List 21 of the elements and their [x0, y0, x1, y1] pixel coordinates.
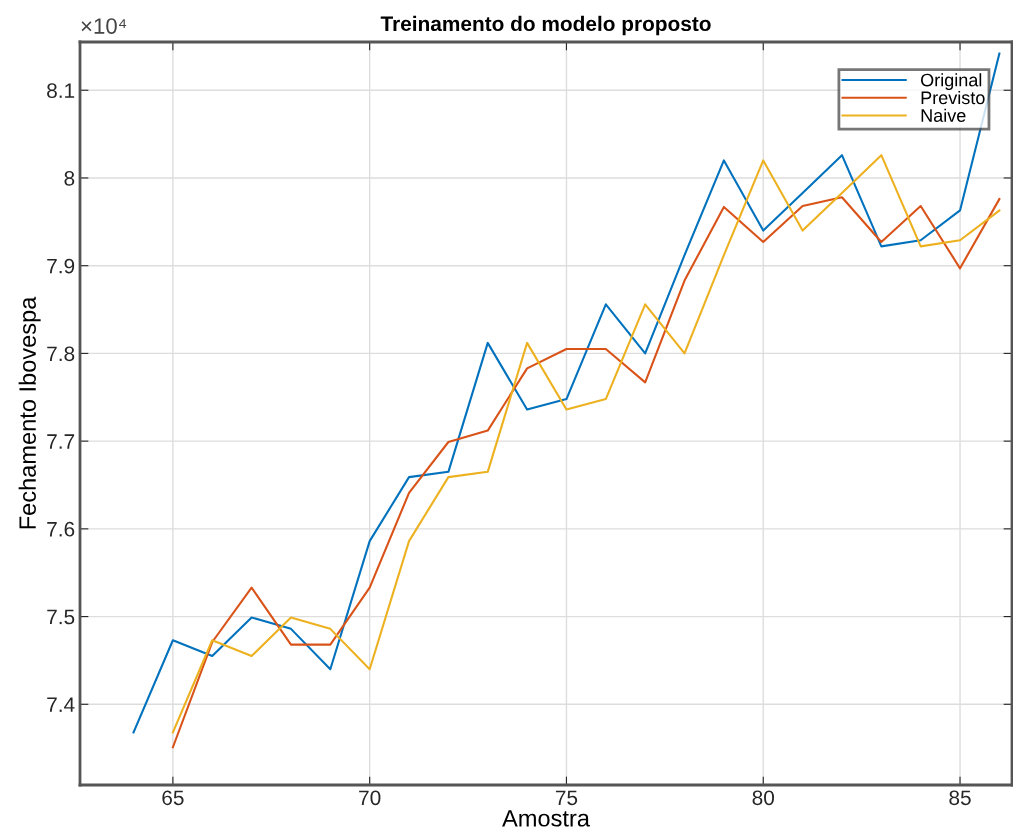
y-tick-label: 8: [64, 170, 75, 186]
y-tick-label: 7.4: [47, 697, 75, 712]
y-tick-label: 7.7: [47, 434, 75, 449]
text: ×10⁴: [81, 18, 127, 34]
x-tick-label: 80: [752, 790, 775, 806]
y-tick-label: 7.6: [47, 521, 75, 537]
x-tick-label: 70: [359, 790, 381, 806]
y-tick-label: 8.1: [47, 83, 75, 98]
line-series: [132, 52, 1001, 734]
y-tick-label: 7.8: [47, 346, 75, 362]
x-tick-label: 85: [949, 790, 971, 806]
x-axis-title: Amostra: [502, 810, 590, 827]
chart-title: Treinamento do modelo proposto: [380, 15, 711, 36]
y-tick-label: 7.5: [47, 609, 75, 625]
legend-label: Original: [921, 73, 982, 91]
x-tick-label: 75: [555, 790, 578, 806]
legend-label: Previsto: [921, 90, 985, 105]
x-tick-label: 65: [162, 790, 184, 806]
y-axis-title: Fechamento Ibovespa: [18, 296, 41, 529]
y-tick-label: 7.9: [47, 258, 75, 274]
legend-label: Naive: [921, 108, 966, 122]
